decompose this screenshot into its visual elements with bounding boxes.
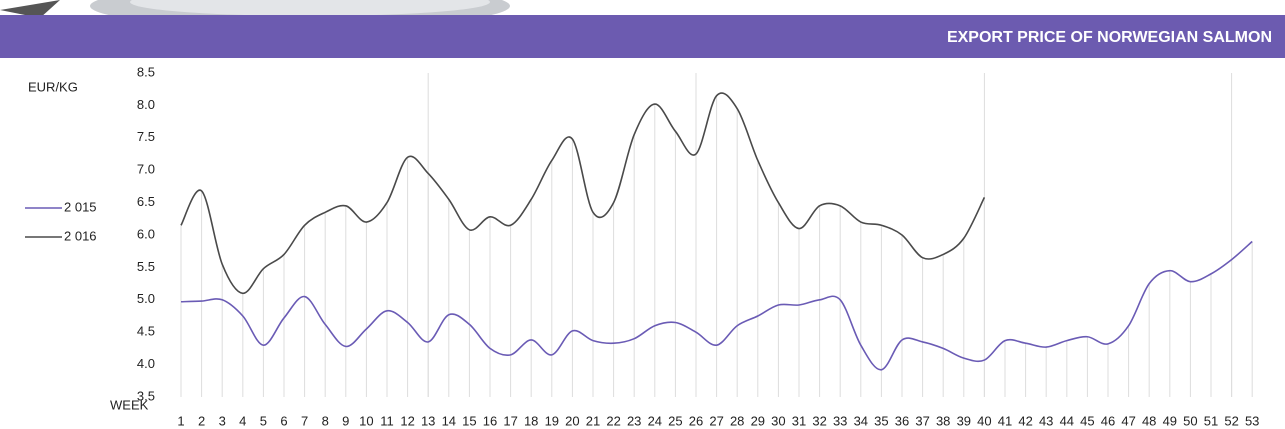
x-tick-label: 47: [1121, 413, 1135, 428]
y-tick-label: 7.0: [137, 162, 155, 177]
x-tick-label: 33: [833, 413, 847, 428]
x-tick-label: 39: [957, 413, 971, 428]
x-tick-label: 15: [462, 413, 476, 428]
x-tick-label: 26: [689, 413, 703, 428]
x-tick-label: 1: [177, 413, 184, 428]
x-tick-label: 20: [565, 413, 579, 428]
x-tick-label: 44: [1060, 413, 1074, 428]
x-tick-label: 19: [545, 413, 559, 428]
x-tick-label: 27: [709, 413, 723, 428]
title-banner: [0, 15, 1285, 58]
x-tick-label: 41: [998, 413, 1012, 428]
y-tick-label: 4.0: [137, 356, 155, 371]
y-tick-label: 5.5: [137, 259, 155, 274]
y-tick-label: 7.5: [137, 129, 155, 144]
x-tick-label: 21: [586, 413, 600, 428]
x-tick-label: 2: [198, 413, 205, 428]
x-tick-label: 42: [1018, 413, 1032, 428]
y-axis-label: EUR/KG: [28, 79, 78, 94]
x-tick-label: 30: [771, 413, 785, 428]
x-tick-label: 45: [1080, 413, 1094, 428]
x-tick-label: 3: [219, 413, 226, 428]
x-tick-label: 17: [503, 413, 517, 428]
series-line: [180, 92, 986, 295]
y-tick-label: 3.5: [137, 388, 155, 403]
x-tick-label: 31: [792, 413, 806, 428]
x-tick-label: 52: [1224, 413, 1238, 428]
x-axis-label: WEEK: [110, 397, 149, 412]
y-tick-label: 8.0: [137, 97, 155, 112]
x-tick-label: 32: [812, 413, 826, 428]
x-tick-label: 48: [1142, 413, 1156, 428]
x-tick-label: 53: [1245, 413, 1259, 428]
x-tick-label: 12: [400, 413, 414, 428]
x-tick-label: 8: [322, 413, 329, 428]
x-tick-label: 40: [977, 413, 991, 428]
x-tick-label: 28: [730, 413, 744, 428]
x-tick-label: 34: [854, 413, 868, 428]
x-tick-label: 13: [421, 413, 435, 428]
x-tick-label: 22: [606, 413, 620, 428]
x-tick-label: 23: [627, 413, 641, 428]
x-tick-label: 16: [483, 413, 497, 428]
x-tick-label: 51: [1204, 413, 1218, 428]
x-tick-label: 11: [380, 413, 394, 428]
y-tick-label: 8.5: [137, 64, 155, 79]
x-tick-label: 25: [668, 413, 682, 428]
legend-label: 2 015: [64, 199, 97, 214]
x-tick-label: 6: [280, 413, 287, 428]
y-tick-label: 6.0: [137, 226, 155, 241]
x-tick-label: 5: [260, 413, 267, 428]
chart-title: EXPORT PRICE OF NORWEGIAN SALMON: [947, 29, 1272, 46]
x-tick-label: 46: [1101, 413, 1115, 428]
x-tick-label: 10: [359, 413, 373, 428]
x-tick-label: 49: [1163, 413, 1177, 428]
x-tick-label: 24: [648, 413, 662, 428]
x-tick-label: 18: [524, 413, 538, 428]
x-tick-label: 38: [936, 413, 950, 428]
y-tick-label: 5.0: [137, 291, 155, 306]
x-tick-label: 43: [1039, 413, 1053, 428]
x-tick-label: 29: [751, 413, 765, 428]
legend-label: 2 016: [64, 228, 97, 243]
x-tick-label: 50: [1183, 413, 1197, 428]
y-tick-label: 6.5: [137, 194, 155, 209]
x-tick-label: 35: [874, 413, 888, 428]
y-tick-label: 4.5: [137, 324, 155, 339]
series-line: [180, 240, 1253, 371]
x-tick-label: 37: [915, 413, 929, 428]
x-tick-label: 7: [301, 413, 308, 428]
x-tick-label: 9: [342, 413, 349, 428]
x-tick-label: 4: [239, 413, 246, 428]
x-tick-label: 14: [442, 413, 456, 428]
x-tick-label: 36: [895, 413, 909, 428]
